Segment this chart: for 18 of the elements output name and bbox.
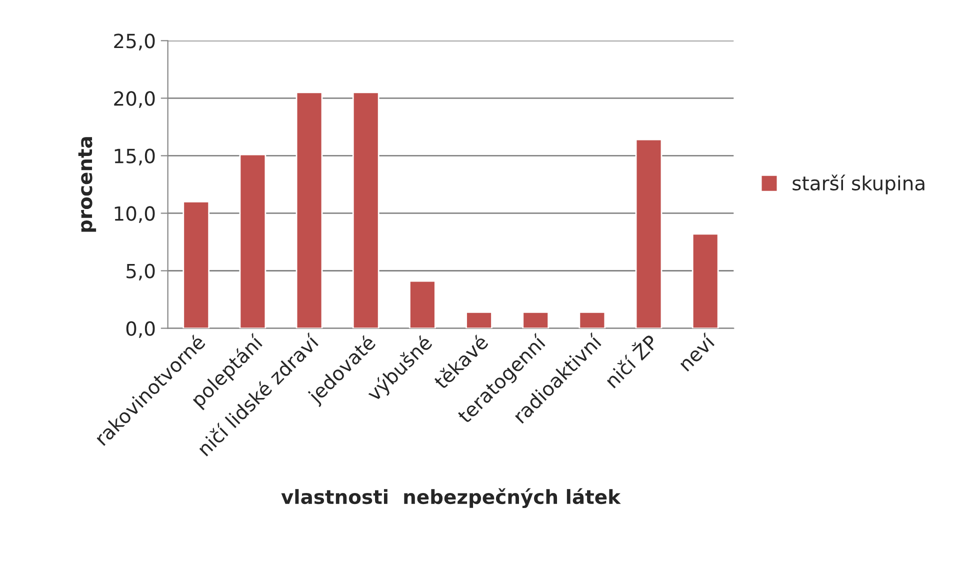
x-axis-title: vlastnosti nebezpečných látek [281, 488, 621, 508]
y-tick-label: 10,0 [114, 206, 155, 223]
y-tick-label: 15,0 [114, 148, 155, 166]
y-tick-label: 20,0 [114, 91, 155, 108]
bar [522, 311, 550, 328]
y-axis-title: procenta [78, 137, 96, 232]
bar [409, 280, 436, 328]
bar [182, 201, 210, 328]
bar [635, 138, 662, 328]
legend-label: starší skupina [792, 174, 924, 194]
bar [296, 92, 323, 328]
y-tick-label: 5,0 [126, 264, 155, 280]
bar [239, 154, 266, 328]
bar [352, 92, 380, 328]
bar [466, 311, 492, 328]
bar [692, 233, 719, 328]
y-tick-label: 25,0 [114, 34, 155, 50]
bar [578, 311, 606, 328]
